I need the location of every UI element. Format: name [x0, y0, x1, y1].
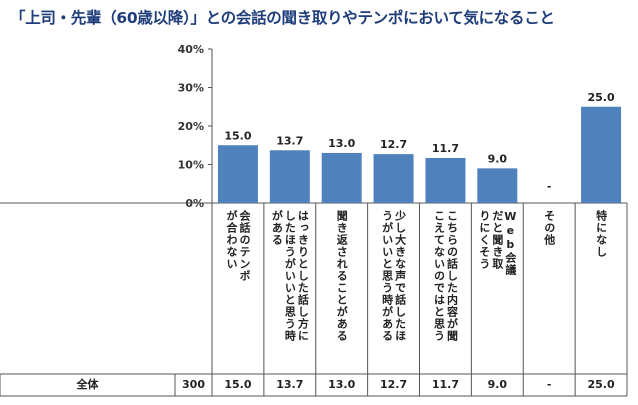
chart-title: 「上司・先輩（60歳以降）」との会話の聞き取りやテンポにおいて気になること — [10, 9, 555, 27]
data-label: 13.0 — [328, 137, 355, 150]
bar — [373, 154, 414, 203]
y-tick-label: 30% — [178, 82, 204, 95]
bar — [269, 150, 310, 203]
y-tick-label: 40% — [178, 43, 204, 56]
data-label: - — [547, 180, 552, 193]
table-n-value: 300 — [182, 378, 205, 391]
bar-layer — [217, 106, 622, 203]
bar — [477, 168, 518, 203]
table-value: - — [546, 378, 552, 391]
category-label: 特になし — [594, 210, 608, 258]
label-layer: 15.0 13.7 13.0 12.7 11.7 9.0 - 25.0 — [224, 91, 615, 193]
table-row-label: 全体 — [76, 378, 99, 391]
y-tick-label: 20% — [178, 120, 204, 133]
bar — [425, 157, 466, 203]
data-label: 13.7 — [276, 134, 303, 147]
data-label: 15.0 — [224, 129, 251, 142]
y-tick-label: 10% — [178, 159, 204, 172]
table-value: 15.0 — [224, 378, 252, 391]
category-label: 少し大きな声で話したほ うがいいと思う時がある — [380, 210, 407, 342]
table-row: 全体 300 15.0 13.7 13.0 12.7 11.7 9.0 - 25.0 — [0, 374, 638, 396]
grid-layer: 0%10%20%30%40% — [0, 43, 628, 397]
data-label: 11.7 — [432, 142, 459, 155]
data-label: 25.0 — [587, 91, 614, 104]
category-label: 聞き返されることがある — [335, 210, 349, 342]
table-value: 25.0 — [587, 378, 615, 391]
category-label: 会話のテンポ が合わない — [224, 210, 251, 282]
bar — [217, 145, 258, 203]
table-value: 11.7 — [431, 378, 459, 391]
bar — [581, 106, 622, 203]
table-value: 13.0 — [328, 378, 356, 391]
category-label: こちらの話した内容が聞 こえてないのではと思う — [432, 210, 459, 342]
data-label: 12.7 — [380, 138, 407, 151]
category-label: その他 — [542, 210, 556, 246]
table-value: 13.7 — [276, 378, 304, 391]
table-value: 12.7 — [379, 378, 408, 391]
table-value: 9.0 — [487, 378, 508, 391]
bar — [321, 152, 362, 203]
data-label: 9.0 — [488, 152, 508, 165]
category-label: はっきりとした話し方に したほうがいいと思う時 がある — [270, 210, 310, 342]
category-label: Web会議 だと聞き取 りにくそう — [477, 210, 517, 276]
